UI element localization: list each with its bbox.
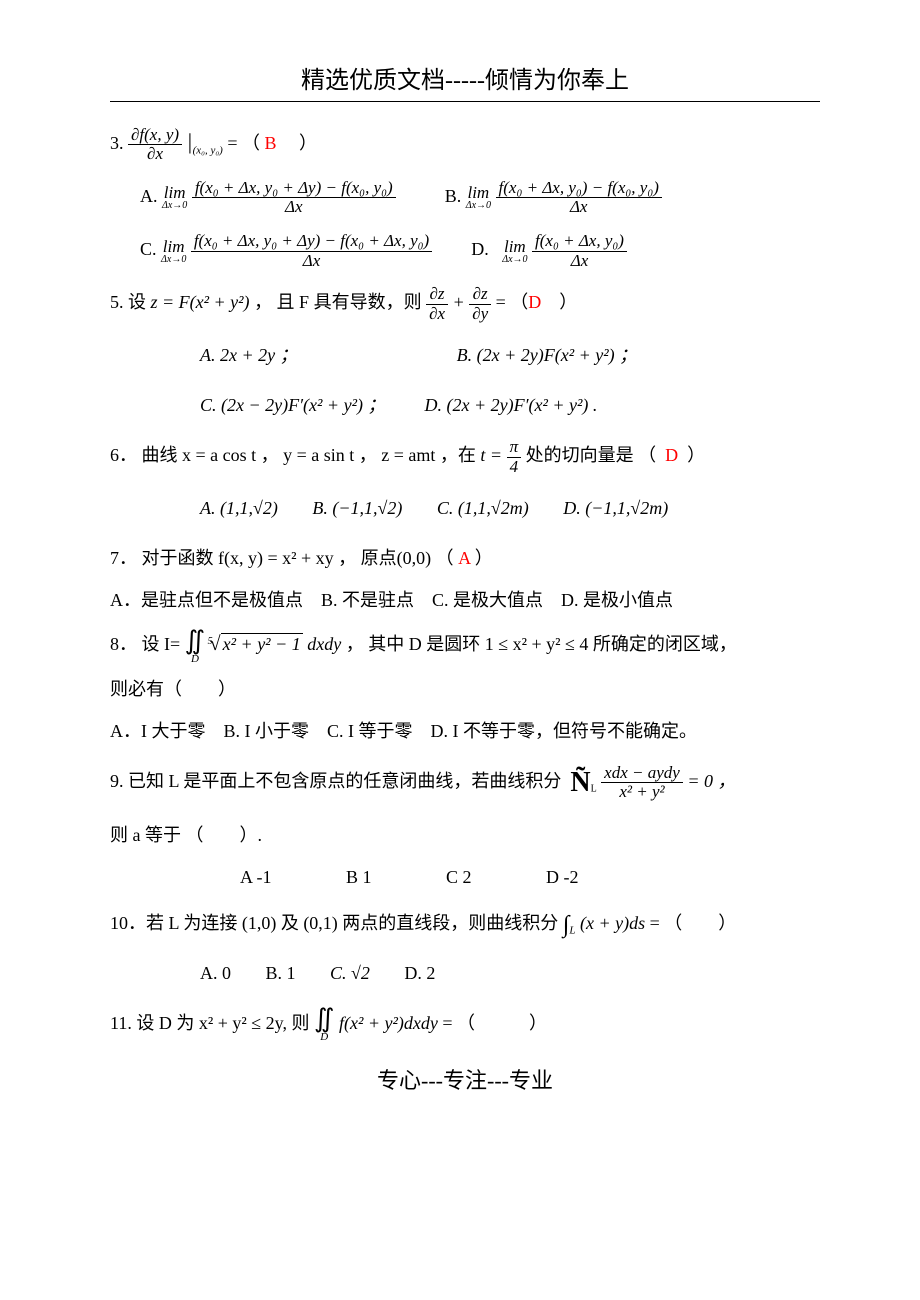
q5-options-row2: C. (2x − 2y)F′(x² + y²) ； D. (2x + 2y)F′…: [110, 387, 820, 423]
question-10: 10．若 L 为连接 (1,0) 及 (0,1) 两点的直线段，则曲线积分 ∫L…: [110, 901, 820, 949]
q3-sub: (x₀, y₀): [193, 145, 223, 157]
q3-num: 3.: [110, 133, 124, 153]
q8-options: A．I 大于零 B. I 小于零 C. I 等于零 D. I 不等于零，但符号不…: [110, 713, 820, 749]
q6-answer: D: [665, 445, 678, 465]
page-footer: 专心---专注---专业: [110, 1063, 820, 1095]
oint-icon: Ñ: [570, 767, 590, 798]
q3-options-row1: A. limΔx→0 f(x₀ + Δx, y₀ + Δy) − f(x₀, y…: [110, 178, 820, 217]
q7-options: A．是驻点但不是极值点 B. 不是驻点 C. 是极大值点 D. 是极小值点: [110, 582, 820, 618]
question-8: 8． 设 I= ∬D 5 √x² + y² − 1 dxdy ， 其中 D 是圆…: [110, 624, 820, 664]
q3-frac-den: ∂x: [128, 145, 182, 164]
q10-options: A. 0 B. 1 C. √2 D. 2: [110, 955, 820, 991]
q3-B-label: B.: [445, 186, 462, 206]
question-3: 3. ∂f(x, y) ∂x |(x₀, y₀) = （ B ）: [110, 120, 820, 164]
q3-C-label: C.: [140, 239, 157, 259]
q3-close: ）: [281, 133, 317, 153]
question-11: 11. 设 D 为 x² + y² ≤ 2y, 则 ∬D f(x² + y²)d…: [110, 1005, 820, 1043]
page-header: 精选优质文档-----倾情为你奉上: [110, 60, 820, 95]
question-9: 9. 已知 L 是平面上不包含原点的任意闭曲线，若曲线积分 ÑL xdx − a…: [110, 755, 820, 811]
question-7: 7． 对于函数 f(x, y) = x² + xy ， 原点(0,0) （ A …: [110, 540, 820, 576]
q7-answer: A: [458, 548, 470, 568]
q9-options: A -1 B 1 C 2 D -2: [110, 859, 820, 895]
q9-line2: 则 a 等于 （ ）.: [110, 817, 820, 853]
question-6: 6． 曲线 x = a cos t ， y = a sin t ， z = am…: [110, 437, 820, 476]
q5-answer: D: [528, 292, 541, 312]
header-rule: [110, 101, 820, 102]
q3-options-row2: C. limΔx→0 f(x₀ + Δx, y₀ + Δy) − f(x₀ + …: [110, 231, 820, 270]
q8-line2: 则必有（ ）: [110, 671, 820, 707]
q3-eq: = （: [227, 133, 260, 153]
q3-frac-num: ∂f(x, y): [128, 126, 182, 146]
q3-answer: B: [265, 133, 277, 153]
q3-A-label: A.: [140, 186, 158, 206]
q3-D-label: D.: [471, 239, 489, 259]
q6-options: A. (1,1,√2) B. (−1,1,√2) C. (1,1,√2m) D.…: [110, 490, 820, 526]
question-5: 5. 设 z = F(x² + y²) ， 且 F 具有导数，则 ∂z∂x + …: [110, 284, 820, 323]
q5-options-row1: A. 2x + 2y ； B. (2x + 2y)F(x² + y²) ；: [110, 337, 820, 373]
